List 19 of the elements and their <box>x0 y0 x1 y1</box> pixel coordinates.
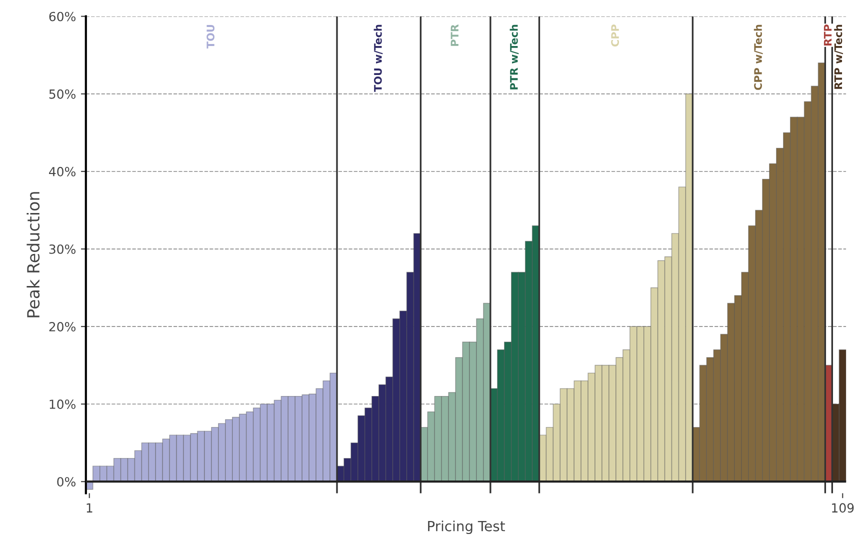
x-tick-label: 109 <box>832 503 854 513</box>
text: TOU <box>206 25 214 48</box>
text: TOU w/Tech <box>374 24 383 92</box>
y-tick-label: 40% <box>49 166 76 176</box>
text: CPP w/Tech <box>754 24 763 90</box>
text: RTP w/Tech <box>834 24 843 89</box>
y-tick-label: 50% <box>49 89 76 99</box>
y-tick-label: 10% <box>50 400 76 409</box>
y-tick-label: 30% <box>49 244 76 254</box>
x-axis-title: Pricing Test <box>428 520 505 534</box>
text: RTP <box>824 24 832 46</box>
y-tick-label: 20% <box>49 322 76 332</box>
text: PTR <box>450 24 458 46</box>
y-tick-label: 60% <box>49 12 76 22</box>
x-tick-label: 1 <box>86 503 92 512</box>
text: CPP <box>611 24 619 46</box>
y-tick-label: 0% <box>57 477 76 487</box>
text: PTR w/Tech <box>510 24 519 90</box>
y-axis-title: Peak Reduction <box>26 192 40 318</box>
